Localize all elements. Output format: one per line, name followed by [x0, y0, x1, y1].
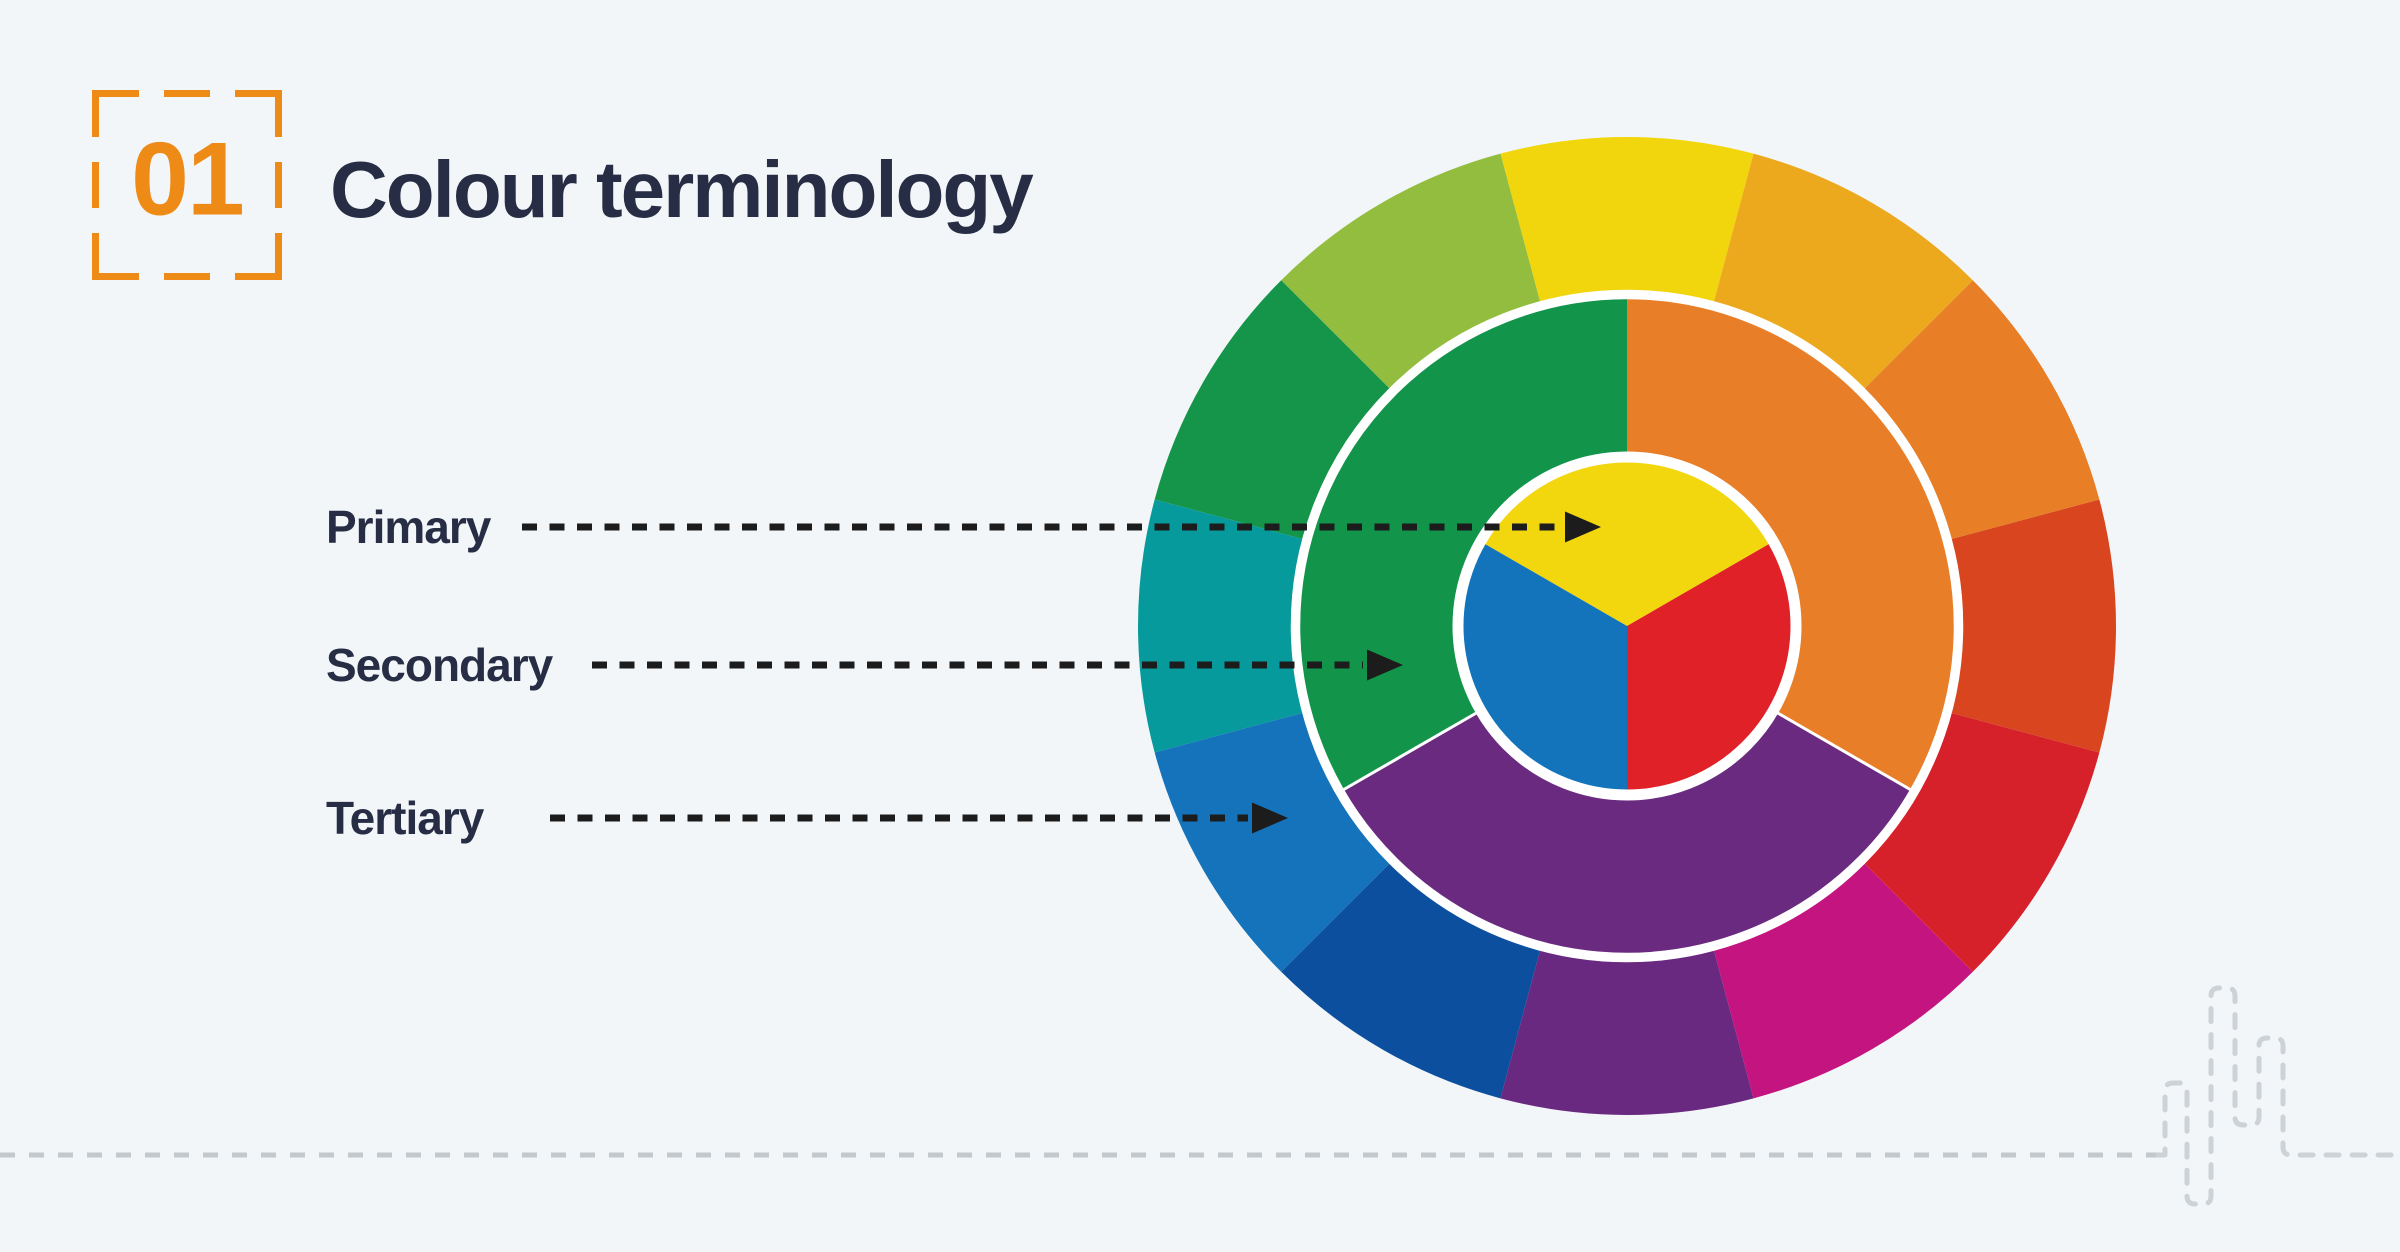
wheel-tertiary-segment-yellow-orange: [1713, 153, 1973, 389]
pulse-wave-decoration-icon: [2155, 985, 2400, 1207]
secondary-arrowhead-icon: [1367, 649, 1403, 681]
wheel-tertiary-segment-dark-blue: [1281, 863, 1541, 1099]
label-primary: Primary: [326, 501, 491, 553]
wheel-tertiary-segment-violet: [1500, 950, 1754, 1116]
wheel-tertiary-segment-green: [1154, 280, 1390, 540]
section-number: 01: [131, 121, 245, 238]
wheel-tertiary-segment-teal: [1137, 499, 1303, 753]
wheel-segment-seam: [1773, 709, 1915, 794]
wheel-tertiary-segment-yellow-green: [1281, 153, 1541, 389]
label-secondary: Secondary: [326, 639, 553, 691]
wheel-tertiary-segment-magenta: [1713, 863, 1973, 1099]
wheel-secondary-segment-purple: [1343, 713, 1911, 954]
wheel-ring-separator-inner: [1452, 451, 1802, 801]
wheel-tertiary-segment-orange: [1864, 280, 2100, 540]
wheel-tertiary-segment-red-orange: [1951, 499, 2117, 753]
wheel-secondary-segment-orange: [1627, 298, 1955, 790]
wheel-primary-segment-blue: [1462, 544, 1627, 790]
label-tertiary: Tertiary: [326, 792, 484, 844]
wheel-tertiary-segment-red: [1864, 712, 2100, 972]
wheel-primary-segment-yellow: [1484, 461, 1770, 626]
wheel-primary-segment-red: [1627, 544, 1792, 790]
wheel-tertiary-segment-blue: [1154, 712, 1390, 972]
wheel-segment-seam: [1339, 709, 1481, 794]
wheel-ring-separator-outer: [1290, 289, 1964, 963]
page-title: Colour terminology: [330, 145, 1034, 234]
tertiary-arrowhead-icon: [1252, 802, 1288, 834]
dashed-frame-icon: [92, 90, 282, 280]
section-number-badge: 01: [92, 90, 282, 280]
wheel-tertiary-segment-yellow: [1500, 136, 1754, 302]
primary-arrowhead-icon: [1565, 511, 1601, 543]
